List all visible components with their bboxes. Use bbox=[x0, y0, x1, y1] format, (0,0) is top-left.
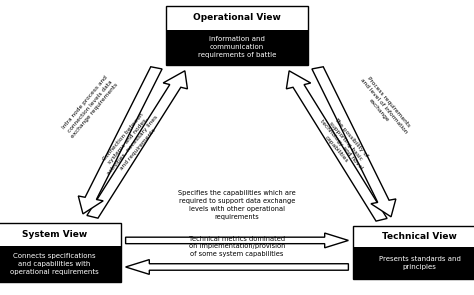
Polygon shape bbox=[78, 67, 162, 214]
Polygon shape bbox=[286, 71, 387, 221]
FancyBboxPatch shape bbox=[353, 226, 474, 279]
Polygon shape bbox=[312, 67, 396, 217]
Text: System View: System View bbox=[22, 230, 87, 239]
Text: Connects specifications
and capabilities with
operational requirements: Connects specifications and capabilities… bbox=[10, 253, 99, 275]
Text: Presents standards and
principles: Presents standards and principles bbox=[379, 256, 460, 270]
Text: The possibility of
supporting basic
technology and novel
capabilities: The possibility of supporting basic tech… bbox=[314, 111, 373, 175]
Text: Specifies the capabilities which are
required to support data exchange
levels wi: Specifies the capabilities which are req… bbox=[178, 190, 296, 220]
Text: information and
communication
requirements of battle: information and communication requiremen… bbox=[198, 37, 276, 58]
Text: Connection between
systems and nodes,
activities, necessary lines
and requiremen: Connection between systems and nodes, ac… bbox=[97, 106, 164, 180]
Polygon shape bbox=[126, 260, 348, 274]
Polygon shape bbox=[126, 233, 348, 248]
FancyBboxPatch shape bbox=[166, 6, 308, 65]
Text: Technical metrics dominated
on implementation/provision
of some system capabilit: Technical metrics dominated on implement… bbox=[189, 236, 285, 257]
Polygon shape bbox=[87, 71, 187, 218]
Text: Technical View: Technical View bbox=[382, 232, 457, 241]
FancyBboxPatch shape bbox=[0, 223, 121, 282]
Text: Operational View: Operational View bbox=[193, 13, 281, 22]
FancyBboxPatch shape bbox=[353, 247, 474, 279]
Text: Process requirements
and level of information
exchange: Process requirements and level of inform… bbox=[355, 74, 413, 139]
Text: Intra node process and
connection levels data
exchange requirements: Intra node process and connection levels… bbox=[61, 74, 119, 139]
FancyBboxPatch shape bbox=[166, 30, 308, 65]
FancyBboxPatch shape bbox=[0, 246, 121, 282]
